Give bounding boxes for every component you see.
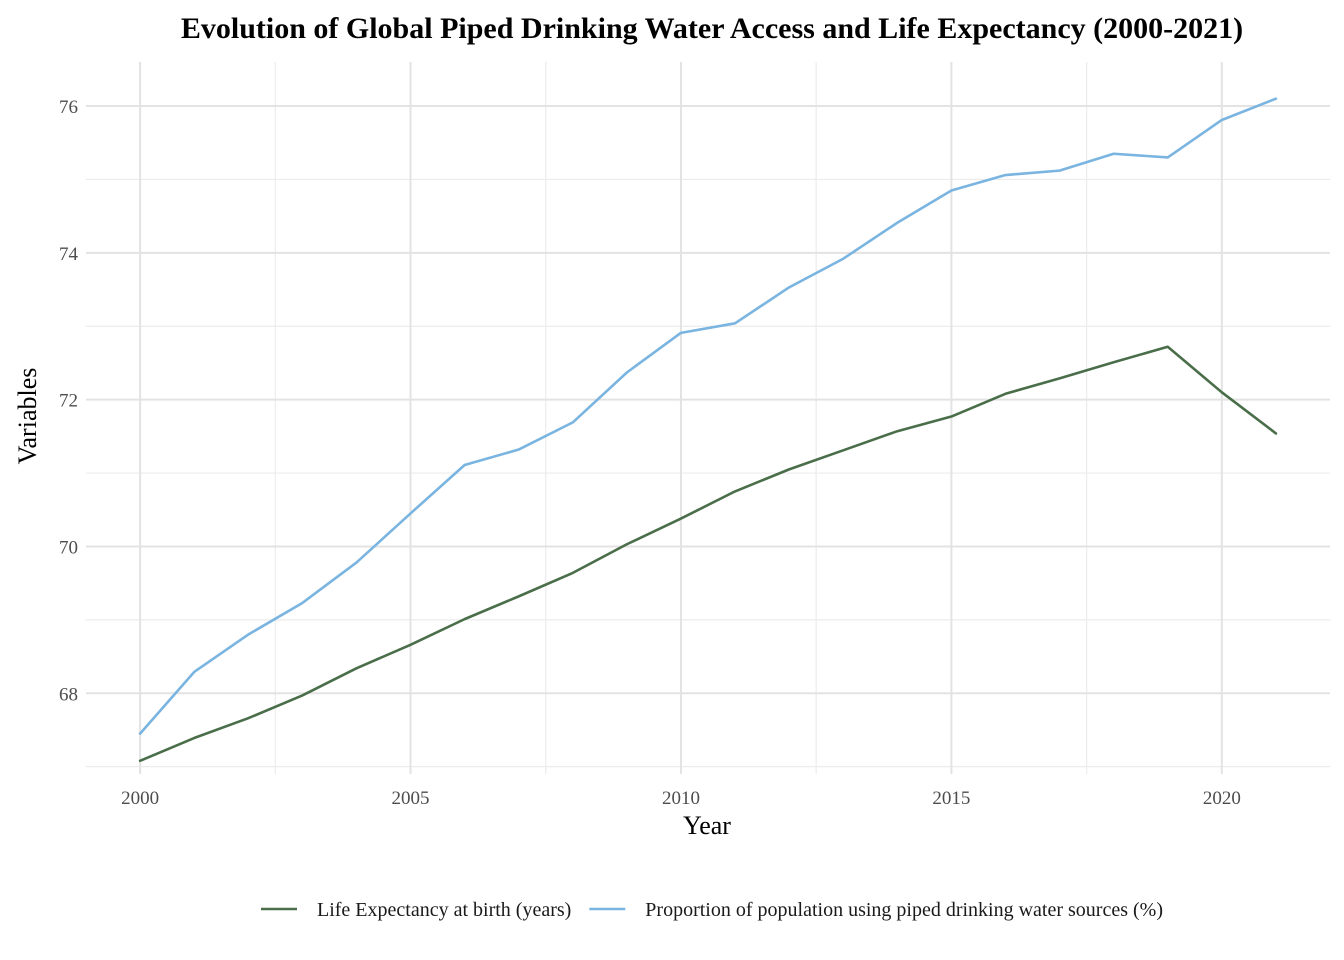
x-tick-label: 2015 xyxy=(932,788,970,809)
y-axis-title: Variables xyxy=(13,368,42,465)
series-line-1 xyxy=(138,345,1278,763)
x-tick-label: 2005 xyxy=(392,788,430,809)
x-axis-title: Year xyxy=(683,811,731,840)
y-tick-label: 70 xyxy=(59,537,78,558)
y-tick-label: 68 xyxy=(59,684,78,705)
legend: Life Expectancy at birth (years) Proporti… xyxy=(261,899,1163,921)
legend-item-1: Life Expectancy at birth (years) xyxy=(261,899,571,921)
grid xyxy=(86,62,1330,774)
x-tick-label: 2020 xyxy=(1203,788,1241,809)
legend-label: Life Expectancy at birth (years) xyxy=(317,899,571,921)
legend-label: Proportion of population using piped dri… xyxy=(645,899,1163,921)
y-tick-label: 76 xyxy=(59,97,78,118)
x-axis-ticks: 2000 2005 2010 2015 2020 xyxy=(121,788,1241,809)
x-tick-label: 2010 xyxy=(662,788,700,809)
series-line-2 xyxy=(138,97,1278,735)
x-tick-label: 2000 xyxy=(121,788,159,809)
y-axis-ticks: 68 70 72 74 76 xyxy=(59,97,79,705)
y-tick-label: 72 xyxy=(59,391,78,412)
y-tick-label: 74 xyxy=(59,244,79,265)
plot-lines xyxy=(138,97,1278,763)
chart-title: Evolution of Global Piped Drinking Water… xyxy=(181,12,1243,45)
legend-item-2: Proportion of population using piped dri… xyxy=(589,899,1163,921)
